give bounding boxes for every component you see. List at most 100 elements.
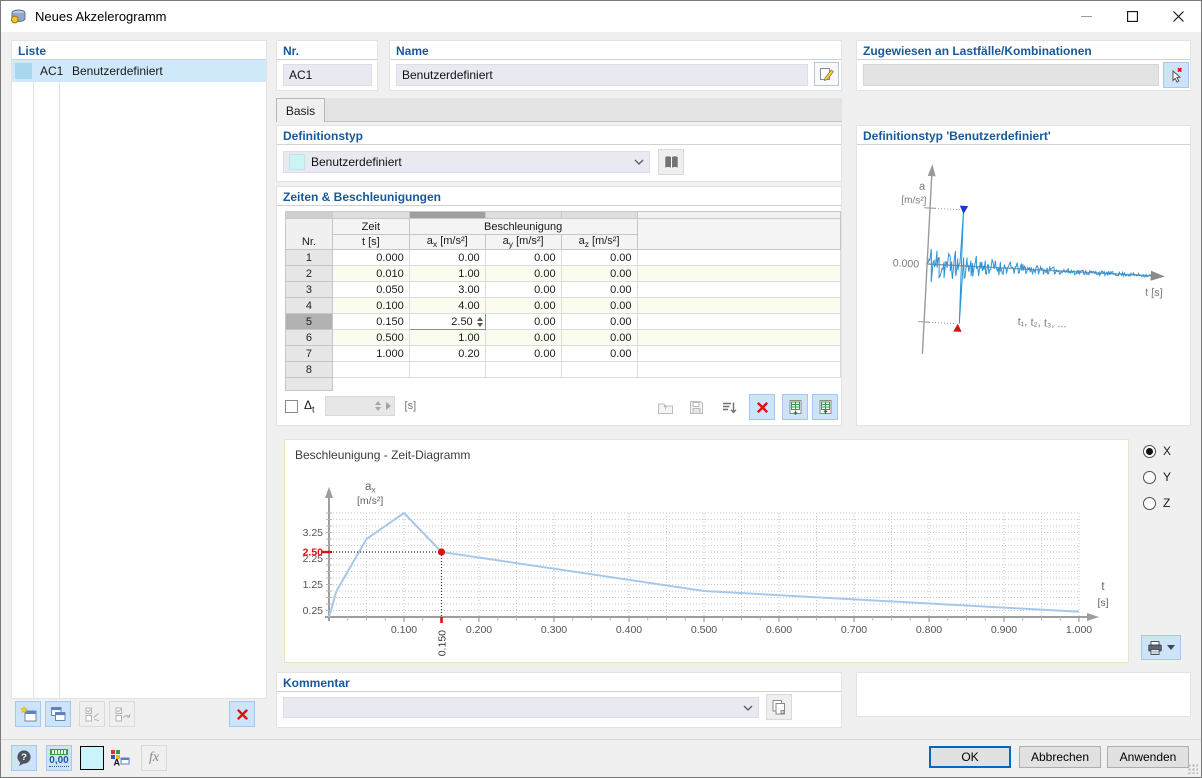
table-cell[interactable]: 4.00 (408, 297, 486, 315)
edit-name-button[interactable] (814, 62, 839, 86)
row-header[interactable]: 7 (285, 345, 333, 363)
table-cell[interactable]: 1.00 (408, 329, 486, 347)
row-header[interactable]: 6 (285, 329, 333, 347)
table-cell[interactable]: 0.00 (560, 297, 638, 315)
table-cell[interactable]: 0.100 (331, 297, 410, 315)
radio-axis-y[interactable]: Y (1143, 470, 1171, 484)
table-cell[interactable]: 0.00 (484, 329, 562, 347)
table-cell[interactable]: 0.00 (484, 281, 562, 299)
table-cell[interactable]: 0.500 (331, 329, 410, 347)
maximize-button[interactable] (1109, 1, 1155, 32)
table-cell[interactable] (331, 361, 410, 379)
table-cell[interactable] (636, 281, 841, 299)
print-button[interactable] (1141, 635, 1181, 660)
import-file-button[interactable] (652, 394, 678, 420)
accelerogram-list[interactable]: AC1 Benutzerdefiniert (12, 60, 266, 698)
nr-field[interactable]: AC1 (283, 64, 372, 86)
header-az[interactable]: az [m/s²] (560, 233, 638, 251)
excel-export-button[interactable] (812, 394, 838, 420)
row-header[interactable]: 8 (285, 361, 333, 379)
row-header[interactable]: 5 (285, 313, 333, 331)
comment-combobox[interactable] (283, 697, 759, 718)
delete-rows-button[interactable] (749, 394, 775, 420)
table-cell[interactable]: 0.00 (408, 249, 486, 267)
table-cell[interactable] (636, 329, 841, 347)
table-cell[interactable] (285, 377, 333, 392)
selected-column-grip[interactable] (408, 211, 486, 219)
excel-import-button[interactable] (782, 394, 808, 420)
close-button[interactable] (1155, 1, 1201, 32)
row-header[interactable]: 4 (285, 297, 333, 315)
table-cell[interactable]: 0.000 (331, 249, 410, 267)
pick-loadcases-button[interactable] (1163, 62, 1189, 88)
radio-axis-x[interactable]: X (1143, 444, 1171, 458)
save-table-button[interactable] (683, 394, 709, 420)
cancel-button[interactable]: Abbrechen (1019, 746, 1101, 768)
table-cell[interactable]: 3.00 (408, 281, 486, 299)
table-cell[interactable] (332, 377, 410, 391)
new-item-button[interactable] (15, 701, 41, 727)
table-cell[interactable]: 0.150 (331, 313, 410, 331)
table-cell[interactable] (484, 361, 562, 379)
cell-spinner-icon[interactable] (476, 316, 483, 327)
table-cell[interactable]: 0.00 (560, 249, 638, 267)
table-cell[interactable]: 0.00 (560, 265, 638, 283)
table-cell[interactable]: 0.00 (484, 313, 562, 331)
title-bar[interactable]: Neues Akzelerogramm (1, 1, 1201, 32)
editing-cell[interactable]: 2.50 (408, 313, 486, 331)
table-cell[interactable]: 0.00 (484, 265, 562, 283)
color-swatch-button[interactable] (79, 745, 105, 771)
table-cell[interactable] (561, 377, 637, 391)
display-properties-button[interactable]: A (106, 745, 133, 771)
table-cell[interactable]: 0.00 (484, 297, 562, 315)
definition-type-select[interactable]: Benutzerdefiniert (283, 151, 650, 173)
table-cell[interactable]: 0.00 (560, 313, 638, 331)
units-settings-button[interactable]: 0,00 (46, 745, 72, 771)
table-cell[interactable] (636, 345, 841, 363)
delta-t-checkbox[interactable] (285, 399, 298, 413)
name-field[interactable]: Benutzerdefiniert (396, 64, 808, 86)
table-cell[interactable]: 1.00 (408, 265, 486, 283)
acceleration-time-chart[interactable]: 0.100 0.200 0.300 0.400 0.500 0.600 0.700 0.800… (285, 440, 1128, 662)
list-item-ac1[interactable]: AC1 Benutzerdefiniert (12, 60, 266, 82)
header-time[interactable]: t [s] (331, 233, 410, 251)
table-cell[interactable] (560, 361, 638, 379)
copy-comment-button[interactable] (766, 694, 792, 720)
table-cell[interactable] (637, 377, 841, 391)
header-ay[interactable]: ay [m/s²] (484, 233, 562, 251)
resize-grip[interactable] (1188, 764, 1198, 774)
table-cell[interactable]: 0.010 (331, 265, 410, 283)
table-cell[interactable] (636, 297, 841, 315)
sort-button[interactable] (716, 394, 742, 420)
delete-item-button[interactable] (229, 701, 255, 727)
table-cell[interactable]: 0.00 (484, 345, 562, 363)
row-header[interactable]: 1 (285, 249, 333, 267)
library-button[interactable] (658, 149, 684, 175)
header-nr[interactable]: Nr. (285, 217, 333, 251)
minimize-button[interactable] (1063, 1, 1109, 32)
spinner-arrows-icon[interactable] (374, 401, 381, 411)
row-header[interactable]: 2 (285, 265, 333, 283)
table-cell[interactable]: 0.00 (560, 329, 638, 347)
slider-arrow-icon[interactable] (385, 402, 391, 410)
table-cell[interactable] (408, 361, 486, 379)
header-ax[interactable]: ax [m/s²] (408, 233, 486, 251)
table-cell[interactable] (636, 249, 841, 267)
ok-button[interactable]: OK (929, 746, 1011, 768)
table-cell[interactable]: 0.20 (408, 345, 486, 363)
invert-selection-button[interactable] (109, 701, 135, 727)
table-cell[interactable]: 0.00 (560, 345, 638, 363)
table-cell[interactable]: 1.000 (331, 345, 410, 363)
table-cell[interactable] (636, 265, 841, 283)
help-button[interactable]: ? (11, 745, 37, 771)
formula-button[interactable]: fx (141, 745, 167, 771)
delta-t-spinner[interactable] (324, 396, 395, 416)
table-cell[interactable]: 0.00 (484, 249, 562, 267)
tab-basis[interactable]: Basis (276, 98, 325, 122)
header-group-time[interactable]: Zeit (331, 218, 410, 235)
table-cell[interactable] (636, 361, 841, 379)
table-cell[interactable] (485, 377, 562, 391)
table-cell[interactable] (409, 377, 486, 391)
copy-item-button[interactable] (45, 701, 71, 727)
apply-button[interactable]: Anwenden (1107, 746, 1189, 768)
